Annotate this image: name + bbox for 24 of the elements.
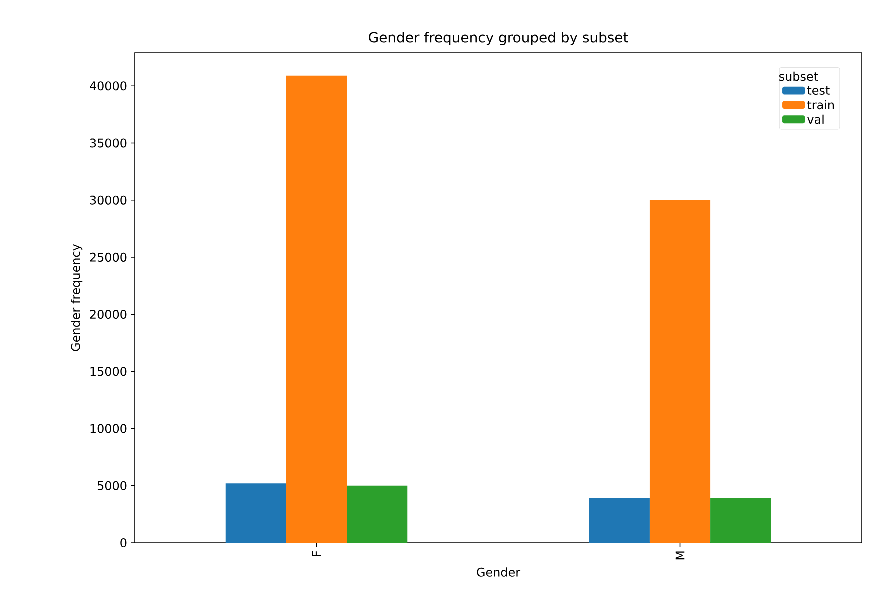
bar: [710, 498, 772, 543]
y-tick-label: 30000: [90, 196, 127, 205]
y-tick-label: 5000: [98, 481, 127, 490]
x-tick-label: F: [312, 551, 322, 556]
chart-title: Gender frequency grouped by subset: [369, 32, 628, 46]
y-axis-title: Gender frequency: [71, 244, 83, 352]
legend-label: train: [808, 100, 834, 110]
y-tick-label: 40000: [90, 82, 127, 91]
y-tick-label: 25000: [90, 252, 127, 262]
y-tick-label: 35000: [90, 138, 127, 148]
bar: [347, 486, 408, 543]
y-tick-label: 10000: [90, 424, 127, 434]
bar: [286, 76, 348, 543]
legend-title: subset: [779, 72, 818, 82]
bar: [226, 484, 286, 543]
bar: [650, 200, 711, 543]
legend-label: test: [808, 86, 830, 96]
x-tick-label: M: [676, 552, 685, 560]
legend-label: val: [808, 114, 824, 124]
y-tick-label: 0: [120, 538, 127, 548]
y-tick-label: 20000: [90, 310, 127, 320]
bar: [589, 498, 650, 543]
x-axis-title: Gender: [477, 568, 521, 577]
y-tick-label: 15000: [90, 367, 127, 376]
